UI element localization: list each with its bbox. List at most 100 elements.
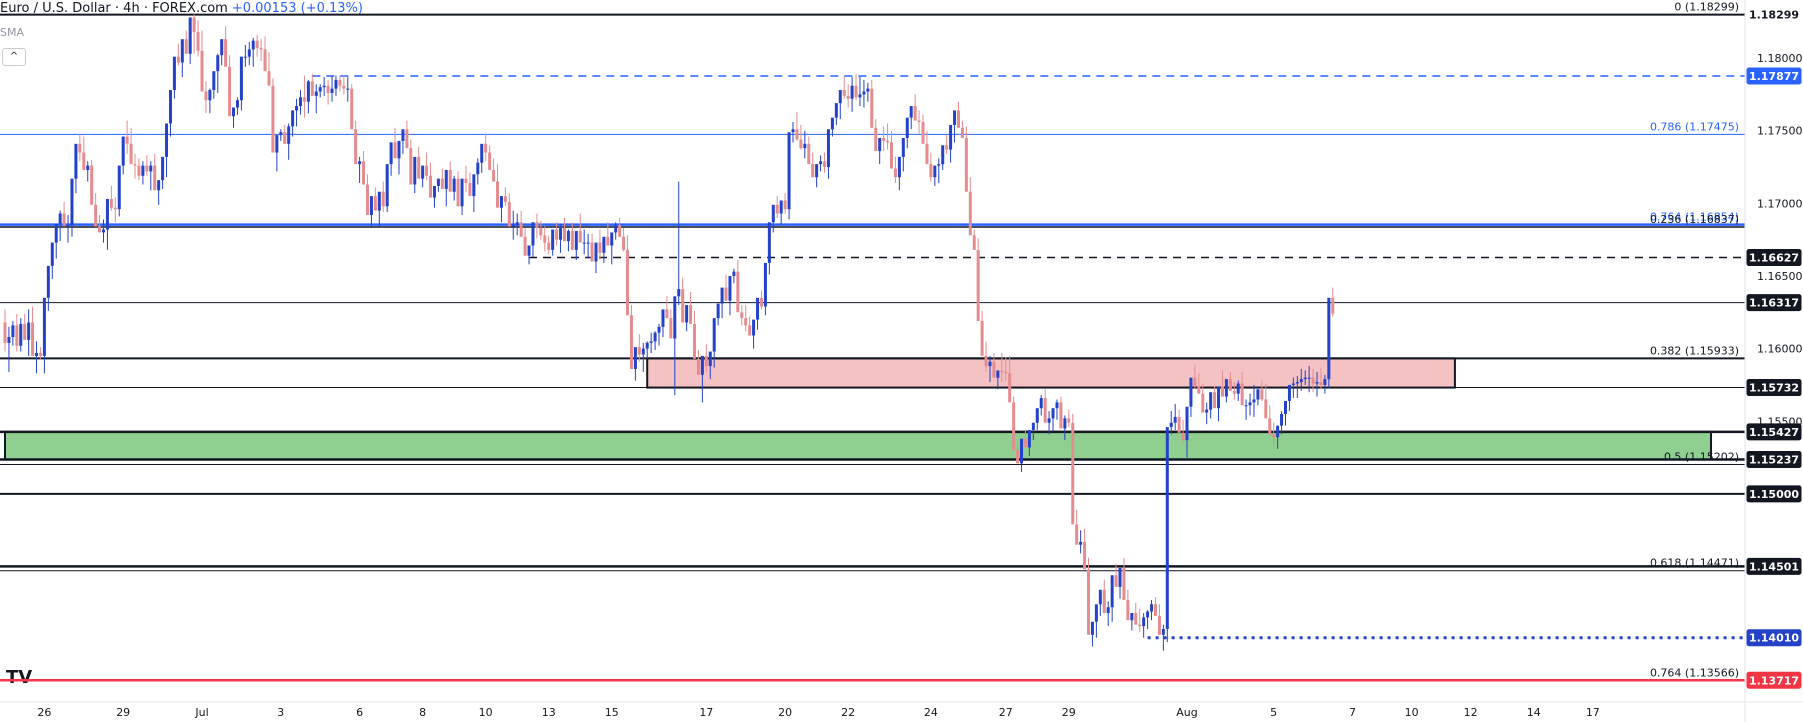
candle-body: [393, 142, 397, 159]
candle-body: [480, 143, 484, 163]
x-tick-label: 5: [1270, 706, 1277, 719]
candle-body: [389, 142, 393, 165]
candle-body: [826, 129, 830, 168]
candle-body: [192, 17, 196, 32]
candle-body: [779, 200, 783, 214]
x-tick-label: 17: [1586, 706, 1600, 719]
candle-body: [271, 85, 275, 153]
candle-body: [78, 143, 82, 153]
candle-body: [86, 165, 90, 170]
candle-body: [1165, 427, 1169, 629]
x-tick-label: 13: [542, 706, 556, 719]
x-tick-label: 24: [924, 706, 938, 719]
candle-body: [551, 229, 555, 250]
candle-body: [82, 152, 86, 170]
candle-body: [945, 145, 949, 150]
candle-body: [976, 249, 980, 322]
candle-body: [629, 315, 633, 369]
candle-body: [1083, 541, 1087, 570]
x-tick-label: 22: [841, 706, 855, 719]
candle-body: [1276, 425, 1280, 438]
candle-body: [172, 56, 176, 91]
candle-body: [413, 156, 417, 185]
candle-body: [432, 185, 436, 198]
candle-body: [322, 85, 326, 88]
candle-body: [1035, 408, 1039, 423]
price-tag-label: 1.16627: [1749, 252, 1799, 265]
candle-body: [54, 223, 58, 243]
candle-body: [511, 225, 515, 227]
candle-body: [1146, 611, 1150, 618]
price-tag: [1746, 6, 1802, 24]
price-tag: [1746, 557, 1802, 575]
candle-body: [1110, 575, 1114, 608]
fib-level-label: 0.5 (1.15202): [1664, 451, 1739, 464]
candle-body: [1220, 386, 1224, 397]
candle-body: [1031, 422, 1035, 430]
candle-body: [302, 97, 306, 102]
candle-body: [208, 90, 212, 101]
candle-body: [46, 265, 50, 298]
price-tag-label: 1.15427: [1749, 426, 1799, 439]
x-tick-label: 8: [419, 706, 426, 719]
symbol-title[interactable]: Euro / U.S. Dollar · 4h · FOREX.com: [0, 1, 228, 16]
candle-body: [834, 103, 838, 118]
candle-body: [165, 123, 169, 157]
price-change: +0.00153 (+0.13%): [231, 1, 363, 16]
candle-body: [1209, 392, 1213, 410]
candle-body: [1016, 450, 1020, 464]
candle-body: [220, 39, 224, 56]
candle-body: [645, 342, 649, 349]
y-tick-label: 1.17500: [1757, 125, 1803, 138]
candle-body: [401, 129, 405, 141]
candle-body: [216, 55, 220, 72]
candle-body: [1181, 432, 1185, 441]
candle-body: [1327, 297, 1331, 380]
candle-body: [649, 341, 653, 343]
candle-body: [121, 136, 125, 166]
candle-body: [626, 249, 630, 316]
candle-body: [941, 145, 945, 165]
fib-level-label: 0.236 (1.16837): [1650, 213, 1739, 226]
candle-body: [1098, 589, 1102, 605]
candle-body: [484, 143, 488, 153]
candle-body: [1063, 418, 1067, 429]
candle-body: [547, 242, 551, 250]
price-tag: [1746, 249, 1802, 267]
candle-body: [531, 222, 535, 246]
candle-body: [795, 129, 799, 140]
x-tick-label: 27: [999, 706, 1013, 719]
candle-body: [1319, 382, 1323, 385]
candle-body: [149, 165, 153, 172]
candle-body: [988, 361, 992, 367]
candle-body: [488, 152, 492, 170]
candle-body: [637, 347, 641, 355]
candle-body: [318, 87, 322, 92]
candle-body: [1138, 624, 1142, 627]
fib-level-label: 0.764 (1.16854): [1650, 211, 1739, 224]
candle-body: [748, 325, 752, 336]
indicator-sma-label[interactable]: SMA: [0, 26, 24, 39]
candle-body: [791, 129, 795, 133]
candle-body: [1047, 418, 1051, 423]
candle-body: [846, 95, 850, 99]
candle-body: [263, 49, 267, 72]
candle-body: [775, 204, 779, 214]
candle-body: [681, 289, 685, 323]
candle-body: [405, 129, 409, 149]
collapse-legend-button[interactable]: ^: [2, 48, 26, 66]
candle-body: [31, 322, 35, 356]
price-tag-label: 1.16317: [1749, 297, 1799, 310]
candle-body: [1291, 383, 1295, 385]
candle-body: [1126, 599, 1130, 621]
candle-body: [807, 143, 811, 165]
x-tick-label: Jul: [194, 706, 208, 719]
tradingview-logo[interactable]: TV: [6, 667, 33, 688]
candle-body: [874, 127, 878, 152]
candle-body: [815, 164, 819, 178]
price-tag: [1746, 294, 1802, 312]
price-tag-label: 1.15000: [1749, 488, 1799, 501]
candle-body: [783, 200, 787, 210]
candle-body: [850, 85, 854, 99]
